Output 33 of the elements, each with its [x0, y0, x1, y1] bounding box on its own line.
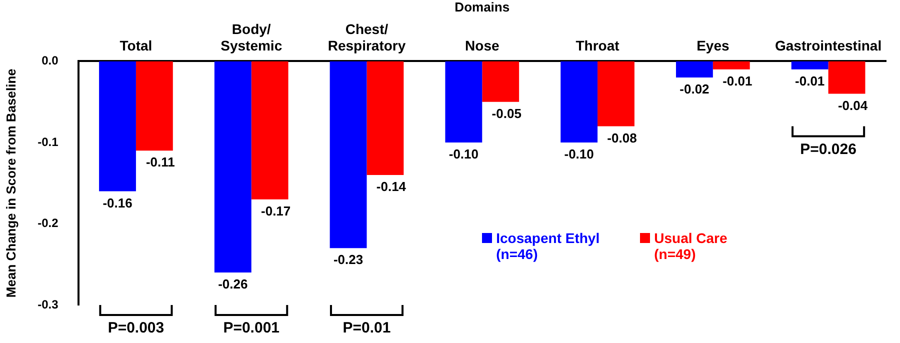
text: P=0.001: [223, 320, 280, 337]
data-label: -0.10: [448, 146, 478, 162]
y-tick-label: -0.1: [38, 134, 59, 149]
text: P=0.003: [108, 320, 164, 337]
x-tick-label: Gastrointestinal: [775, 38, 882, 54]
x-axis-title: Domains: [454, 0, 510, 14]
data-label: -0.23: [333, 252, 364, 268]
data-label: -0.10: [564, 146, 594, 162]
x-tick-label: Chest/ Respiratory: [328, 20, 406, 54]
data-label: -0.17: [261, 203, 291, 218]
data-label: -0.01: [795, 73, 825, 88]
y-axis-title: Mean Change in Score from Baseline: [3, 68, 18, 298]
y-tick-label: -0.3: [38, 297, 59, 312]
data-label: -0.16: [102, 195, 132, 210]
x-tick-label: Total: [120, 38, 152, 54]
y-tick-label: -0.2: [38, 216, 59, 230]
x-tick-label: Body/ Systemic: [220, 20, 282, 54]
data-label: -0.01: [722, 73, 752, 88]
data-label: -0.04: [838, 98, 868, 113]
x-tick-label: Nose: [465, 38, 500, 54]
data-label: -0.05: [492, 106, 522, 121]
x-tick-label: Eyes: [696, 38, 730, 54]
data-label: -0.26: [218, 276, 248, 292]
legend-label: Usual Care (n=49): [654, 230, 728, 262]
data-label: -0.11: [146, 154, 175, 170]
x-tick-label: Throat: [576, 38, 620, 54]
data-label: -0.14: [376, 179, 407, 194]
annotation: P=0.026: [800, 140, 856, 158]
text: P=0.01: [342, 320, 391, 337]
y-tick-label: 0.0: [42, 54, 59, 68]
data-label: -0.08: [607, 130, 637, 146]
data-label: -0.02: [680, 82, 710, 97]
legend-label: Icosapent Ethyl (n=46): [496, 230, 601, 262]
